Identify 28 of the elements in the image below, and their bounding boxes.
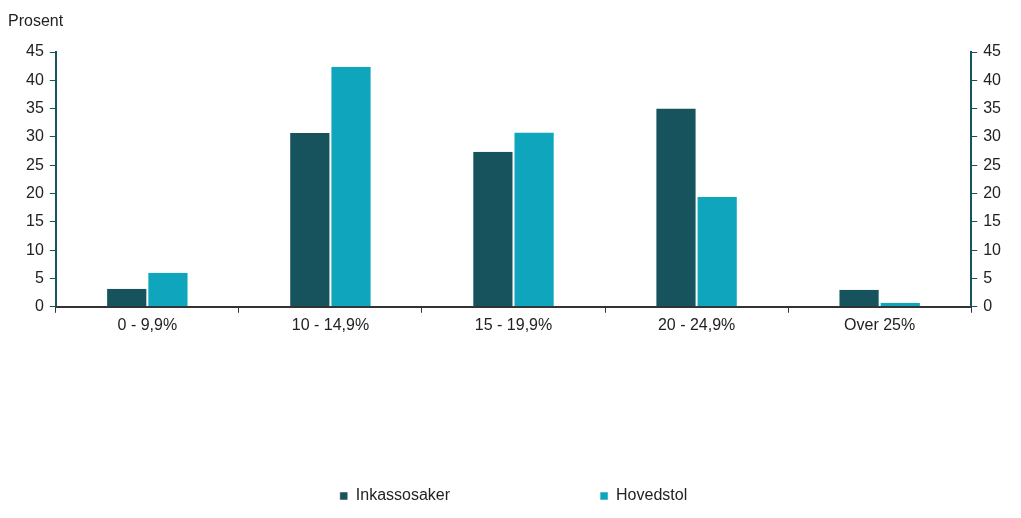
y2-tick-label: 20 [983,183,1002,201]
x-tick-label: 20 - 24,9% [657,315,736,333]
y-tick-label: 0 [34,297,44,315]
legend-label: Inkassosaker [355,486,451,504]
y2-tick-label: 40 [983,70,1002,88]
x-tick-label: 0 - 9,9% [117,315,178,333]
y2-tick-label: 5 [983,268,993,286]
y2-tick-label: 0 [983,297,993,315]
x-tick-label: 10 - 14,9% [291,315,370,333]
y2-tick-label: 35 [983,99,1002,117]
y-tick-label: 45 [26,42,44,60]
y-tick-label: 10 [26,240,44,258]
y-tick-label: 30 [26,127,44,145]
y-tick-label: 20 [26,183,44,201]
y2-tick-label: 45 [983,42,1002,60]
y2-tick-label: 10 [983,240,1002,258]
x-tick-label: 15 - 19,9% [474,315,553,333]
y-tick-label: 25 [26,155,44,173]
x-tick-label: Over 25% [844,315,916,333]
y-axis-title: Prosent [8,12,64,30]
legend-label: Hovedstol [616,486,688,504]
y2-tick-label: 30 [983,127,1002,145]
y-tick-label: 40 [26,70,44,88]
y-tick-label: 35 [26,99,44,117]
y2-tick-label: 25 [983,155,1002,173]
y-tick-label: 5 [34,268,44,286]
y-tick-label: 15 [26,212,44,230]
y2-tick-label: 15 [983,212,1002,230]
